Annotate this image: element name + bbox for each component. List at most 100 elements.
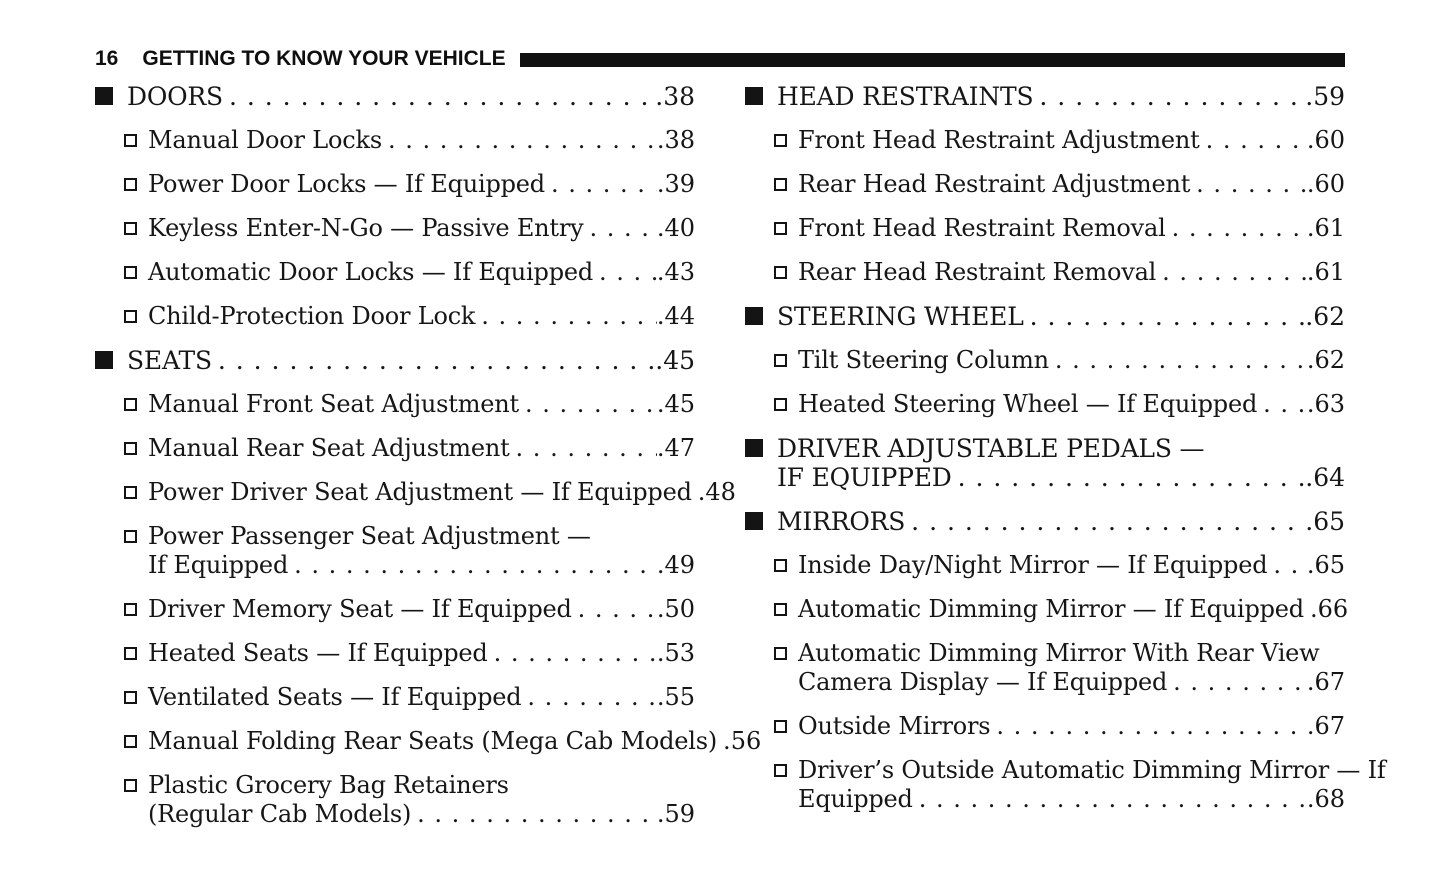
toc-line: Automatic Dimming Mirror With Rear View (798, 639, 1345, 668)
bullet-cell (124, 302, 148, 323)
toc-line: Automatic Dimming Mirror — If Equipped. … (798, 595, 1349, 624)
dot-leader: . . . . . . . . . . . . . . . . . . . . … (1205, 126, 1307, 154)
toc-line: Heated Seats — If Equipped. . . . . . . … (148, 639, 695, 668)
hollow-square-bullet-icon (774, 354, 787, 367)
hollow-square-bullet-icon (124, 442, 137, 455)
entry-page-number: 67 (1307, 712, 1345, 741)
dot-leader: . . . . . . . . . . . . . . . . . . . . … (515, 434, 657, 462)
entry-title: Automatic Dimming Mirror With Rear View (798, 639, 1320, 667)
toc-line: Power Passenger Seat Adjustment — (148, 522, 695, 551)
toc-line: (Regular Cab Models). . . . . . . . . . … (148, 800, 695, 829)
toc-line: Manual Door Locks. . . . . . . . . . . .… (148, 126, 695, 155)
entry-body: Power Driver Seat Adjustment — If Equipp… (148, 478, 736, 507)
filled-square-bullet-icon (745, 512, 763, 530)
entry-title: Rear Head Restraint Removal (798, 258, 1157, 286)
header-title: GETTING TO KNOW YOUR VEHICLE (142, 47, 506, 70)
hollow-square-bullet-icon (124, 530, 137, 543)
entry-body: Power Door Locks — If Equipped. . . . . … (148, 170, 695, 199)
bullet-cell (745, 507, 777, 530)
bullet-cell (124, 214, 148, 235)
toc-section-entry: HEAD RESTRAINTS. . . . . . . . . . . . .… (745, 82, 1345, 111)
entry-title: Front Head Restraint Removal (798, 214, 1166, 242)
entry-body: Manual Door Locks. . . . . . . . . . . .… (148, 126, 695, 155)
entry-body: Driver Memory Seat — If Equipped. . . . … (148, 595, 695, 624)
entry-title: (Regular Cab Models) (148, 800, 412, 828)
toc-line: Automatic Door Locks — If Equipped. . . … (148, 258, 695, 287)
toc-sub-entry: Automatic Dimming Mirror With Rear View C… (745, 639, 1345, 697)
bullet-cell (124, 727, 148, 748)
bullet-cell (745, 434, 777, 457)
entry-title: Front Head Restraint Adjustment (798, 126, 1200, 154)
toc-line: Inside Day/Night Mirror — If Equipped. .… (798, 551, 1345, 580)
toc-line: Driver’s Outside Automatic Dimming Mirro… (798, 756, 1386, 785)
toc-section-entry: MIRRORS. . . . . . . . . . . . . . . . .… (745, 507, 1345, 536)
entry-body: Manual Folding Rear Seats (Mega Cab Mode… (148, 727, 761, 756)
entry-title: Child-Protection Door Lock (148, 302, 476, 330)
toc-sub-entry: Rear Head Restraint Removal. . . . . . .… (745, 258, 1345, 287)
entry-page-number: 39 (657, 170, 695, 199)
filled-square-bullet-icon (745, 307, 763, 325)
dot-leader: . . . . . . . . . . . . . . . . . . . . … (1162, 258, 1307, 286)
entry-body: SEATS. . . . . . . . . . . . . . . . . .… (127, 346, 695, 375)
toc-line: Manual Front Seat Adjustment. . . . . . … (148, 390, 695, 419)
hollow-square-bullet-icon (124, 266, 137, 279)
dot-leader: . . . . . . . . . . . . . . . . . . . . … (294, 551, 657, 579)
hollow-square-bullet-icon (774, 603, 787, 616)
dot-leader: . . . . . . . . . . . . . . . . . . . . … (996, 712, 1306, 740)
entry-page-number: 38 (655, 82, 695, 111)
toc-line: HEAD RESTRAINTS. . . . . . . . . . . . .… (777, 82, 1345, 111)
hollow-square-bullet-icon (124, 486, 137, 499)
filled-square-bullet-icon (745, 87, 763, 105)
entry-body: Heated Seats — If Equipped. . . . . . . … (148, 639, 695, 668)
dot-leader: . . . . . . . . . . . . . . . . . . . . … (1039, 82, 1305, 111)
entry-title: Tilt Steering Column (798, 346, 1049, 374)
entry-body: Front Head Restraint Removal. . . . . . … (798, 214, 1345, 243)
entry-title: Manual Door Locks (148, 126, 382, 154)
entry-title: Power Driver Seat Adjustment — If Equipp… (148, 478, 692, 506)
entry-page-number: 68 (1307, 785, 1345, 814)
hollow-square-bullet-icon (774, 266, 787, 279)
hollow-square-bullet-icon (124, 398, 137, 411)
toc-sub-entry: Power Passenger Seat Adjustment — If Equi… (95, 522, 695, 580)
toc-line: Outside Mirrors. . . . . . . . . . . . .… (798, 712, 1345, 741)
toc-line: DRIVER ADJUSTABLE PEDALS — (777, 434, 1345, 463)
entry-title: Manual Rear Seat Adjustment (148, 434, 510, 462)
page-header: 16 GETTING TO KNOW YOUR VEHICLE (95, 47, 1345, 71)
entry-body: DOORS. . . . . . . . . . . . . . . . . .… (127, 82, 695, 111)
entry-title: Plastic Grocery Bag Retainers (148, 771, 509, 799)
toc-line: If Equipped. . . . . . . . . . . . . . .… (148, 551, 695, 580)
dot-leader: . . . . . . . . . . . . . . . . . . . . … (918, 785, 1307, 813)
toc-line: Heated Steering Wheel — If Equipped. . .… (798, 390, 1345, 419)
entry-title: Rear Head Restraint Adjustment (798, 170, 1191, 198)
entry-page-number: 38 (657, 126, 695, 155)
entry-title: DOORS (127, 82, 223, 111)
bullet-cell (124, 390, 148, 411)
entry-page-number: 63 (1307, 390, 1345, 419)
entry-title: Inside Day/Night Mirror — If Equipped (798, 551, 1268, 579)
toc-column-left: DOORS . . . . . . . . . . . . . . . . . .… (95, 82, 761, 844)
dot-leader: . . . . . . . . . . . . . . . . . . . . … (599, 258, 657, 286)
hollow-square-bullet-icon (774, 720, 787, 733)
entry-page-number: 66 (1310, 595, 1349, 624)
entry-page-number: 45 (655, 346, 695, 375)
dot-leader: . . . . . . . . . . . . . . . . . . . . … (1173, 668, 1307, 696)
entry-body: Tilt Steering Column. . . . . . . . . . … (798, 346, 1345, 375)
hollow-square-bullet-icon (774, 764, 787, 777)
dot-leader: . . . . . . . . . . . . . . . . . . . . … (524, 390, 657, 418)
hollow-square-bullet-icon (774, 647, 787, 660)
toc-sub-entry: Front Head Restraint Adjustment. . . . .… (745, 126, 1345, 155)
bullet-cell (774, 126, 798, 147)
bullet-cell (774, 551, 798, 572)
toc-section-entry: DOORS. . . . . . . . . . . . . . . . . .… (95, 82, 695, 111)
entry-title: Manual Folding Rear Seats (Mega Cab Mode… (148, 727, 718, 755)
entry-body: Automatic Dimming Mirror With Rear View C… (798, 639, 1345, 697)
hollow-square-bullet-icon (124, 779, 137, 792)
toc-section-entry: SEATS. . . . . . . . . . . . . . . . . .… (95, 346, 695, 375)
toc-line: Keyless Enter-N-Go — Passive Entry. . . … (148, 214, 695, 243)
toc-sub-entry: Plastic Grocery Bag Retainers (Regular Ca… (95, 771, 695, 829)
entry-title: Automatic Dimming Mirror — If Equipped (798, 595, 1304, 623)
bullet-cell (95, 346, 127, 369)
toc-sub-entry: Manual Folding Rear Seats (Mega Cab Mode… (95, 727, 761, 756)
dot-leader: . . . . . . . . . . . . . . . . . . . . … (577, 595, 657, 623)
dot-leader: . . . . . . . . . . . . . . . . . . . . … (493, 639, 657, 667)
